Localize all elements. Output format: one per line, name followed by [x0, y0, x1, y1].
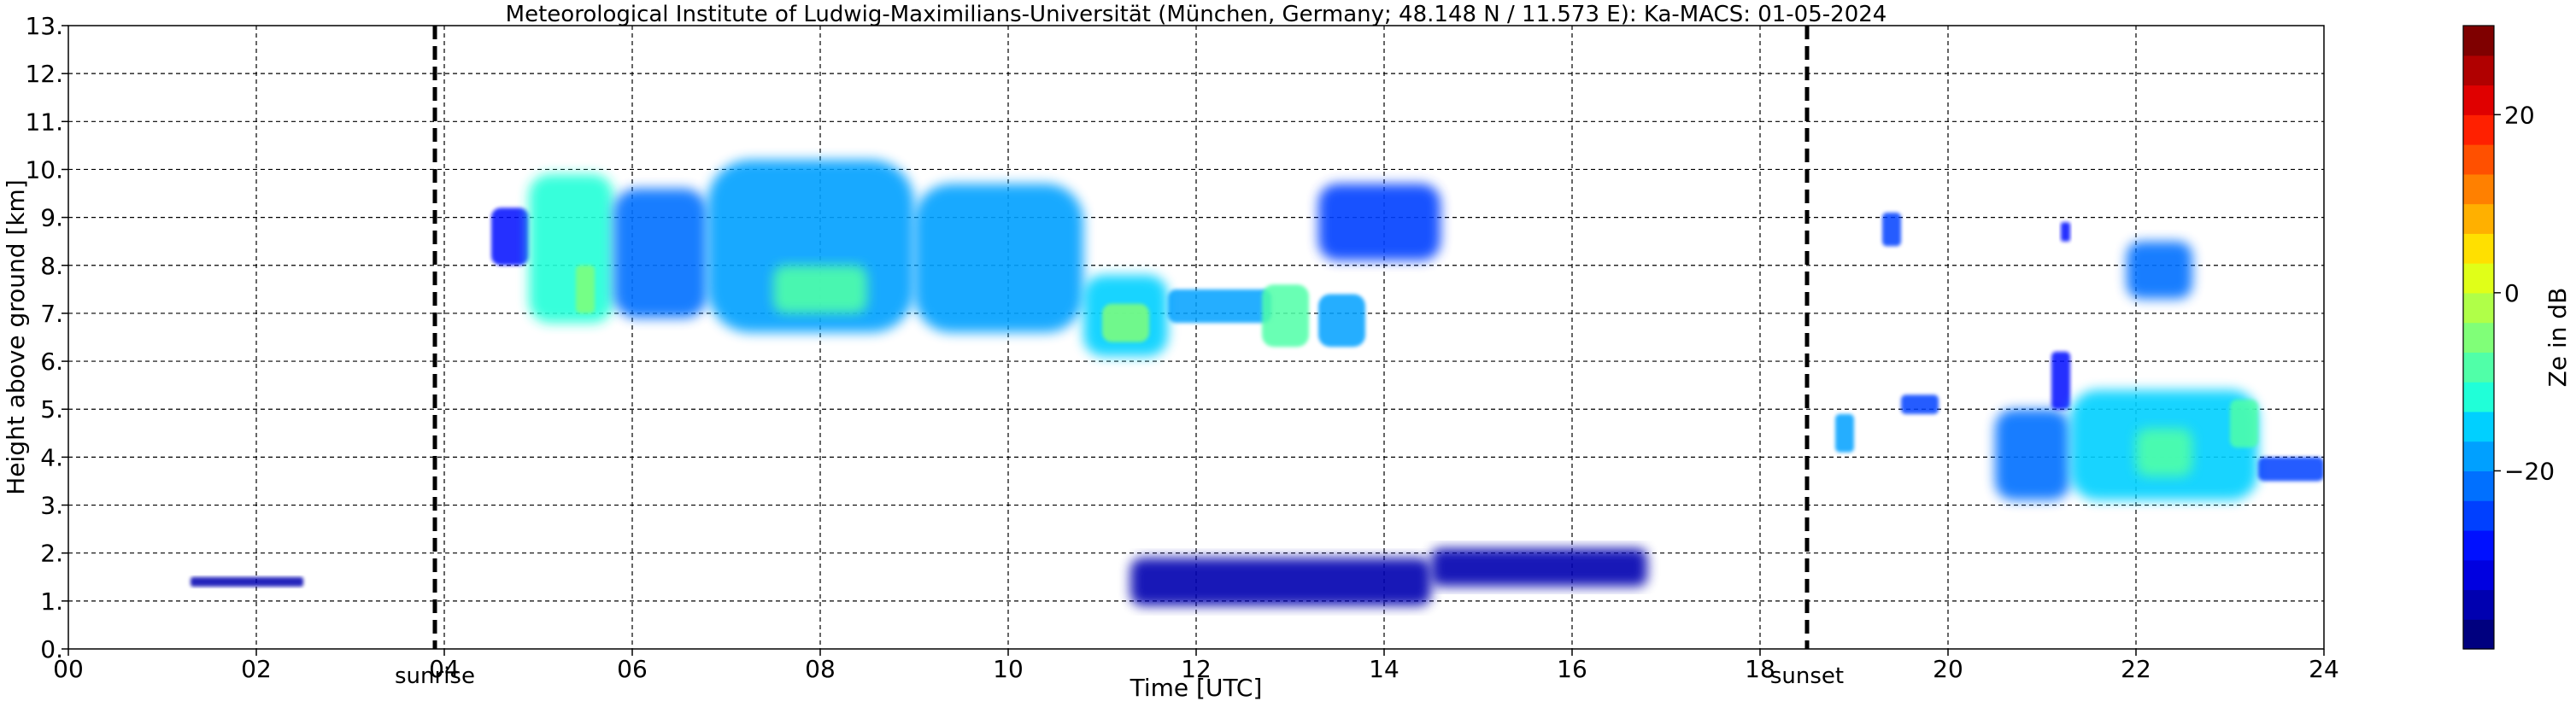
colorbar-tick-label: −20 — [2504, 457, 2555, 485]
echo-region — [191, 576, 303, 587]
echo-region — [491, 207, 529, 266]
colorbar-segment — [2463, 352, 2494, 383]
y-tick-label: 3. — [40, 492, 63, 520]
echo-region — [2051, 351, 2070, 410]
y-axis-ticks: 0. 1. 2. 3. 4. 5. 6. 7. 8. 9. 10. 11. 12. 13. — [25, 12, 68, 663]
y-tick-label: 6. — [40, 348, 63, 376]
colorbar-segment — [2463, 85, 2494, 115]
colorbar-segment — [2463, 263, 2494, 294]
colorbar-segment — [2463, 26, 2494, 56]
echo-region — [2061, 222, 2070, 242]
colorbar-segment — [2463, 441, 2494, 472]
echo-region — [1901, 394, 1939, 414]
echo-region — [1130, 558, 1431, 606]
colorbar-segment — [2463, 619, 2494, 650]
marker-layer: sunrise sunset — [395, 26, 1844, 689]
echo-region — [1318, 184, 1441, 261]
y-tick-label: 11. — [25, 108, 63, 136]
y-tick-label: 9. — [40, 204, 63, 232]
colorbar-segment — [2463, 144, 2494, 175]
x-tick-label: 06 — [617, 655, 648, 683]
echo-region — [773, 265, 867, 313]
echo-region — [2127, 241, 2192, 300]
echo-layer — [191, 160, 2324, 606]
echo-region — [1431, 548, 1647, 587]
colorbar-segment — [2463, 233, 2494, 264]
echo-region — [1995, 409, 2070, 500]
y-tick-label: 2. — [40, 540, 63, 568]
x-tick-label: 00 — [53, 655, 84, 683]
colorbar-segment — [2463, 55, 2494, 86]
colorbar-tick-label: 0 — [2504, 279, 2520, 307]
x-tick-label: 18 — [1745, 655, 1775, 683]
echo-region — [1102, 303, 1149, 342]
y-tick-label: 12. — [25, 60, 63, 88]
y-axis-label: Height above ground [km] — [2, 179, 30, 495]
y-tick-label: 10. — [25, 155, 63, 184]
x-tick-label: 10 — [993, 655, 1024, 683]
x-tick-label: 08 — [805, 655, 836, 683]
colorbar-segment — [2463, 114, 2494, 145]
colorbar-frame — [2462, 25, 2495, 650]
y-tick-label: 5. — [40, 395, 63, 424]
x-tick-label: 14 — [1369, 655, 1399, 683]
chart-title: Meteorological Institute of Ludwig-Maxim… — [506, 2, 1887, 27]
colorbar-tick-label: 20 — [2504, 101, 2535, 129]
colorbar-segment — [2463, 470, 2494, 501]
echo-region — [1168, 289, 1271, 324]
echo-region — [576, 265, 595, 313]
marker-label-sunrise: sunrise — [395, 663, 475, 689]
echo-region — [2258, 457, 2324, 482]
grid-layer — [68, 26, 2324, 649]
x-tick-label: 12 — [1181, 655, 1212, 683]
echo-region — [1262, 284, 1309, 348]
y-tick-label: 1. — [40, 587, 63, 616]
echo-region — [1835, 413, 1854, 453]
y-tick-label: 7. — [40, 300, 63, 328]
colorbar-segment — [2463, 203, 2494, 234]
colorbar-segment — [2463, 559, 2494, 591]
x-tick-label: 16 — [1557, 655, 1587, 683]
y-tick-label: 4. — [40, 443, 63, 471]
echo-region — [613, 188, 707, 318]
x-axis-label: Time [UTC] — [1130, 674, 1263, 702]
echo-region — [529, 174, 613, 324]
x-axis-ticks: 00 02 04 06 08 10 12 14 16 18 20 22 24 — [53, 649, 2339, 683]
y-tick-label: 8. — [40, 252, 63, 280]
colorbar-label: Ze in dB — [2544, 288, 2572, 388]
y-tick-label: 13. — [25, 12, 63, 40]
x-tick-label: 20 — [1933, 655, 1963, 683]
colorbar-segment — [2463, 529, 2494, 561]
echo-region — [914, 184, 1083, 333]
colorbar-segment — [2463, 411, 2494, 442]
x-tick-label: 04 — [429, 655, 460, 683]
colorbar-segment — [2463, 322, 2494, 353]
echo-region — [1882, 213, 1901, 247]
colorbar-segment — [2463, 500, 2494, 531]
echo-region — [2230, 400, 2258, 448]
colorbar-segment — [2463, 173, 2494, 205]
x-tick-label: 22 — [2121, 655, 2151, 683]
echo-region — [2136, 428, 2192, 476]
marker-label-sunset: sunset — [1770, 663, 1844, 689]
colorbar-segment — [2463, 292, 2494, 324]
colorbar: 20 0 −20 — [2462, 25, 2555, 650]
colorbar-segment — [2463, 589, 2494, 620]
x-tick-label: 02 — [241, 655, 272, 683]
echo-region — [1318, 294, 1365, 348]
colorbar-segment — [2463, 382, 2494, 412]
y-tick-label: 0. — [40, 635, 63, 663]
x-tick-label: 24 — [2309, 655, 2339, 683]
